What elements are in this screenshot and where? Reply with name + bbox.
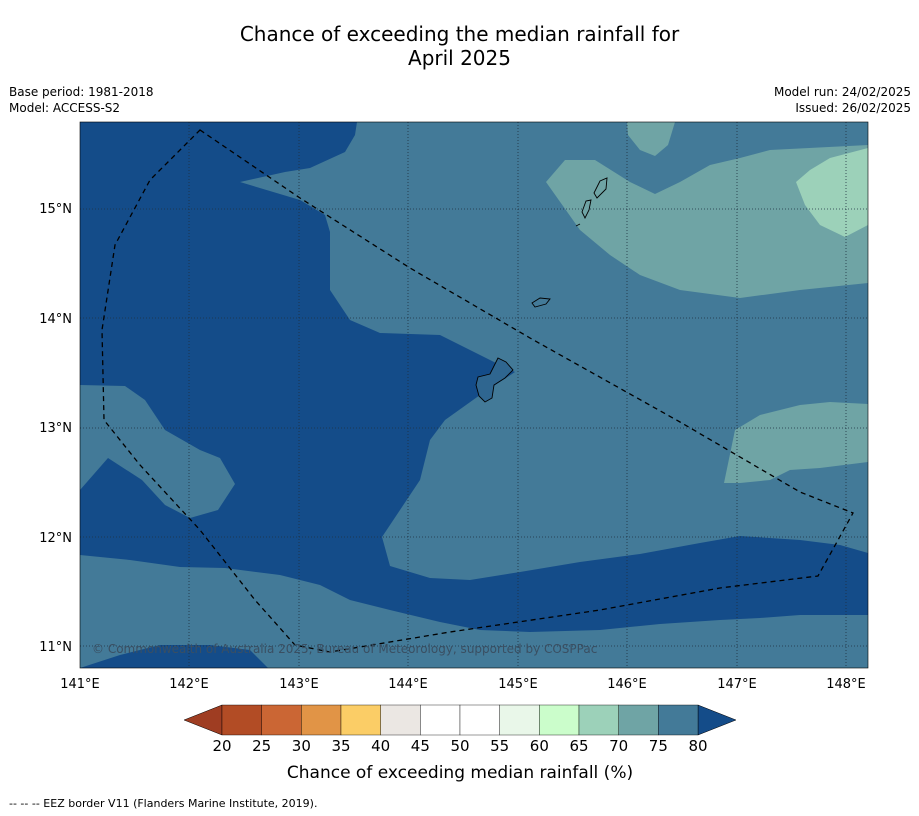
colorbar-title: Chance of exceeding median rainfall (%)	[287, 763, 633, 783]
colorbar-tick-label: 60	[530, 737, 549, 755]
colorbar-cell	[499, 704, 540, 736]
colorbar-under-arrow	[183, 704, 223, 736]
meta-right: Model run: 24/02/2025 Issued: 26/02/2025	[774, 84, 911, 116]
lon-tick-label: 143°E	[279, 677, 319, 692]
forecast-map: © Commonwealth of Australia 2025, Bureau…	[39, 121, 869, 783]
contour-65-70-northeast	[796, 148, 868, 237]
lon-axis: 141°E 142°E 143°E 144°E 145°E 146°E 147°…	[60, 677, 866, 692]
lat-tick-label: 15°N	[39, 202, 72, 217]
colorbar-tick-label: 35	[331, 737, 350, 755]
lon-tick-label: 142°E	[169, 677, 209, 692]
lon-tick-label: 141°E	[60, 677, 100, 692]
lon-tick-label: 148°E	[826, 677, 866, 692]
lon-tick-label: 146°E	[607, 677, 647, 692]
gridlines	[80, 122, 868, 668]
issued-date: Issued: 26/02/2025	[795, 101, 911, 115]
chart-title: Chance of exceeding the median rainfall …	[0, 22, 919, 70]
colorbar-tick-label: 20	[212, 737, 231, 755]
colorbar-tick-label: 55	[490, 737, 509, 755]
islands	[475, 177, 608, 403]
colorbar-tick-label: 70	[609, 737, 628, 755]
map-area: © Commonwealth of Australia 2025, Bureau…	[80, 122, 868, 668]
colorbar-tick-label: 80	[688, 737, 707, 755]
colorbar-cell	[539, 704, 580, 736]
lon-tick-label: 145°E	[498, 677, 538, 692]
colorbar-over-arrow	[697, 704, 737, 736]
meta-left: Base period: 1981-2018 Model: ACCESS-S2	[9, 84, 154, 116]
lon-tick-label: 147°E	[717, 677, 757, 692]
model-run: Model run: 24/02/2025	[773, 85, 911, 99]
lon-tick-label: 144°E	[388, 677, 428, 692]
model-name: Model: ACCESS-S2	[9, 101, 121, 115]
colorbar-cell	[459, 704, 500, 736]
contour-70-75-northeast	[546, 145, 868, 298]
contour-75-80-west-lobe	[80, 385, 235, 518]
colorbar-cell	[221, 704, 262, 736]
map-frame	[79, 121, 869, 669]
colorbar-cell	[261, 704, 302, 736]
eez-legend-note: -- -- -- EEZ border V11 (Flanders Marine…	[9, 797, 318, 810]
lat-tick-label: 11°N	[39, 640, 72, 655]
title-line-2: April 2025	[408, 46, 511, 70]
lat-axis: 15°N 14°N 13°N 12°N 11°N	[39, 202, 72, 655]
lat-tick-label: 13°N	[39, 421, 72, 436]
copyright-credit: © Commonwealth of Australia 2025, Bureau…	[92, 642, 597, 656]
colorbar-tick-label: 75	[649, 737, 668, 755]
island-guam	[475, 357, 514, 403]
colorbar-cell	[658, 704, 699, 736]
colorbar-tick-label: 50	[450, 737, 469, 755]
lat-tick-label: 12°N	[39, 531, 72, 546]
colorbar-cell	[578, 704, 619, 736]
colorbar-cell	[618, 704, 659, 736]
contour-over-80-south	[80, 645, 268, 668]
island-rota	[531, 297, 551, 308]
island-tinian-saipan-2	[593, 177, 608, 199]
colorbar-tick-label: 30	[292, 737, 311, 755]
lat-tick-label: 14°N	[39, 312, 72, 327]
colorbar-tick-label: 45	[411, 737, 430, 755]
title-line-1: Chance of exceeding the median rainfall …	[239, 22, 680, 46]
island-aguijan	[575, 223, 581, 227]
colorbar-cell	[380, 704, 421, 736]
colorbar: 20 25 30 35 40 45 50 55 60 65 70 75 80 Chance of exc…	[183, 704, 737, 783]
contour-70-75-east	[724, 402, 868, 483]
colorbar-cell	[420, 704, 461, 736]
base-period: Base period: 1981-2018	[9, 85, 154, 99]
colorbar-labels: 20 25 30 35 40 45 50 55 60 65 70 75 80	[212, 737, 707, 755]
colorbar-tick-label: 25	[252, 737, 271, 755]
contour-75-80-south-band	[80, 555, 868, 668]
colorbar-cell	[340, 704, 381, 736]
colorbar-cells	[221, 704, 699, 736]
colorbar-tick-label: 40	[371, 737, 390, 755]
island-tinian-saipan-1	[581, 199, 592, 220]
colorbar-tick-label: 65	[569, 737, 588, 755]
contour-70-75-north	[627, 122, 675, 156]
colorbar-cell	[301, 704, 342, 736]
contour-over-80-west	[80, 122, 868, 668]
